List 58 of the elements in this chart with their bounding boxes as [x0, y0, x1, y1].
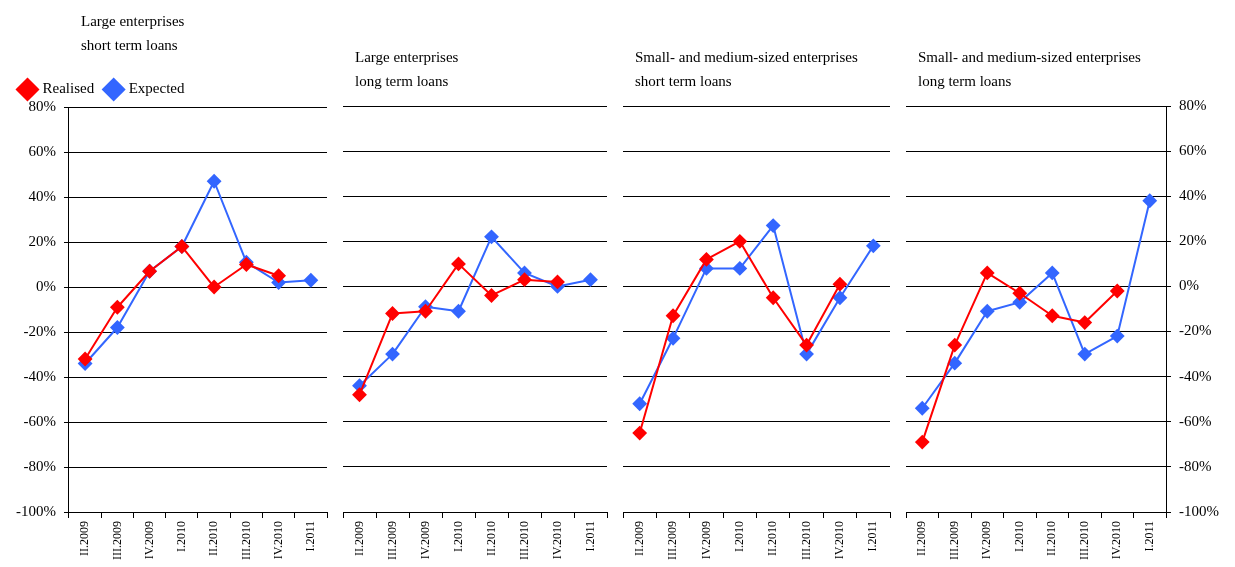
y2-tick-label: -60%: [1179, 412, 1212, 429]
y-tick-label: 40%: [28, 187, 56, 204]
y-tick-label: 0%: [35, 277, 56, 294]
y-tick-label: -80%: [23, 457, 56, 474]
y2-tick-label: -80%: [1179, 457, 1212, 474]
x-tick-label: III.2010: [1076, 521, 1091, 561]
legend-label: Realised: [42, 80, 95, 97]
y-tick-label: -20%: [23, 322, 56, 339]
x-tick-label: IV.2010: [1109, 521, 1124, 560]
x-tick-label: III.2009: [946, 521, 961, 561]
y-tick-label: 60%: [28, 142, 56, 159]
x-tick-label: III.2010: [238, 521, 253, 561]
x-tick-label: III.2010: [516, 521, 531, 561]
x-tick-label: I.2011: [1141, 521, 1156, 552]
x-tick-label: IV.2009: [141, 521, 156, 560]
x-tick-label: II.2009: [351, 521, 366, 557]
y2-tick-label: -20%: [1179, 322, 1212, 339]
y-tick-label: -60%: [23, 412, 56, 429]
x-tick-label: I.2010: [450, 521, 465, 553]
x-tick-label: I.2011: [303, 521, 318, 552]
x-tick-label: IV.2009: [979, 521, 994, 560]
x-tick-label: III.2009: [384, 521, 399, 561]
x-tick-label: II.2009: [631, 521, 646, 557]
x-tick-label: IV.2009: [417, 521, 432, 560]
chart-title: Large enterprises long term loans: [355, 48, 459, 89]
x-tick-label: III.2009: [109, 521, 124, 561]
y-tick-label: 80%: [28, 97, 56, 114]
y2-tick-label: 80%: [1179, 96, 1207, 113]
y2-tick-label: -40%: [1179, 367, 1212, 384]
x-tick-label: III.2010: [798, 521, 813, 561]
chart-title: Large enterprises short term loans: [80, 12, 185, 53]
x-tick-label: I.2011: [865, 521, 880, 552]
x-tick-label: III.2009: [665, 521, 680, 561]
x-tick-label: II.2010: [765, 521, 780, 557]
x-tick-label: II.2010: [206, 521, 221, 557]
x-tick-label: I.2010: [1011, 521, 1026, 553]
x-tick-label: I.2010: [731, 521, 746, 553]
x-tick-label: I.2010: [174, 521, 189, 553]
x-tick-label: IV.2009: [698, 521, 713, 560]
x-tick-label: II.2010: [1044, 521, 1059, 557]
y2-tick-label: 60%: [1179, 142, 1207, 159]
x-tick-label: II.2010: [483, 521, 498, 557]
y2-tick-label: 40%: [1179, 187, 1207, 204]
x-tick-label: IV.2010: [270, 521, 285, 560]
y-tick-label: -100%: [15, 502, 56, 519]
y2-tick-label: 20%: [1179, 232, 1207, 249]
y2-tick-label: 0%: [1179, 277, 1200, 294]
x-tick-label: IV.2010: [832, 521, 847, 560]
chart-title: Small- and medium-sized enterprises short term loans: [635, 48, 859, 89]
x-tick-label: II.2009: [77, 521, 92, 557]
legend-label: Expected: [128, 80, 185, 97]
x-tick-label: IV.2010: [549, 521, 564, 560]
y2-tick-label: -100%: [1179, 502, 1220, 519]
chart-title: Small- and medium-sized enterprises long term loans: [918, 48, 1142, 89]
x-tick-label: I.2011: [582, 521, 597, 552]
y-tick-label: -40%: [23, 367, 56, 384]
y-tick-label: 20%: [28, 232, 56, 249]
x-tick-label: II.2009: [914, 521, 929, 557]
